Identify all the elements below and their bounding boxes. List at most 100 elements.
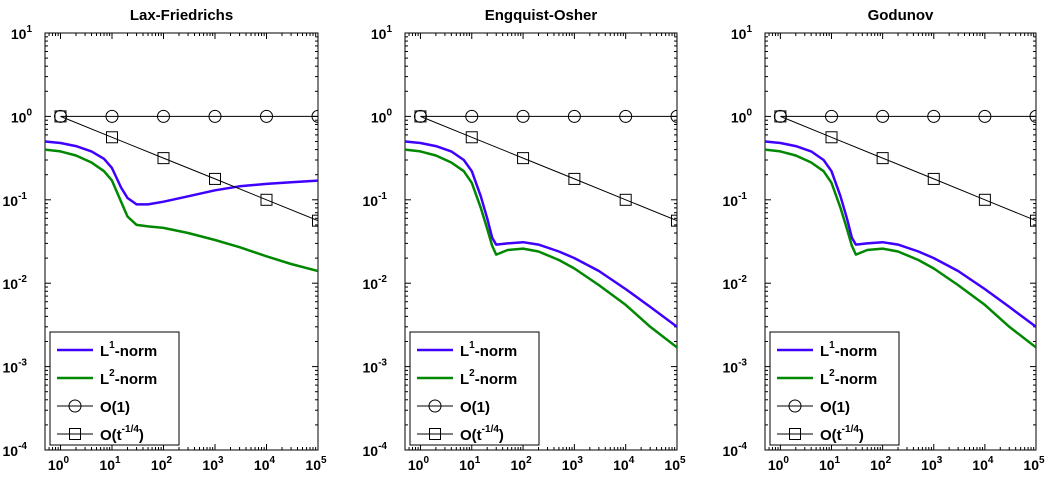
series-l1-norm-line xyxy=(45,140,318,206)
x-tick-label-exponent: 2 xyxy=(886,455,892,466)
plot-area xyxy=(45,109,318,273)
series-o-1-marker xyxy=(978,109,992,123)
y-tick-label-exponent: -3 xyxy=(738,358,747,369)
y-tick-label: 10-3 xyxy=(3,358,28,376)
x-tick-label: 100 xyxy=(408,455,430,473)
y-tick-label-exponent: 1 xyxy=(26,24,32,35)
x-tick-label: 105 xyxy=(1023,455,1045,473)
legend-o-1-label: O(1) xyxy=(100,399,130,416)
legend-l2-norm-label: L2-norm xyxy=(100,368,157,388)
plot-area xyxy=(765,109,1036,349)
legend: L1-norm L2-norm O(1) O(t-1/4) xyxy=(769,331,900,446)
y-tick-label: 10-4 xyxy=(723,441,748,459)
legend-o-1-label: O(1) xyxy=(460,399,490,416)
legend-l2-norm-label-main: L xyxy=(100,371,109,388)
series-o-1-marker xyxy=(157,109,171,123)
x-tick-label-exponent: 4 xyxy=(988,455,994,466)
y-tick-label-base: 10 xyxy=(723,193,739,209)
legend-l1-norm-label: L1-norm xyxy=(100,340,157,360)
x-tick-label: 100 xyxy=(48,455,70,473)
series-o-t-1-4-marker xyxy=(312,214,318,227)
x-tick-label-base: 10 xyxy=(768,457,784,473)
x-tick-label: 105 xyxy=(305,455,327,473)
series-o-1-marker xyxy=(876,109,890,123)
legend-o-t-1-4-label-end: ) xyxy=(139,427,144,444)
series-o-1-marker xyxy=(825,109,839,123)
x-tick-label-exponent: 0 xyxy=(64,455,70,466)
series-o-1-marker xyxy=(619,109,633,123)
legend-l2-norm-label-end: -norm xyxy=(475,371,518,388)
y-tick-label-exponent: -2 xyxy=(378,274,387,285)
y-tick-label-base: 10 xyxy=(723,360,739,376)
series-o-t-1-4-marker xyxy=(414,110,427,123)
series-o-t-1-4-marker xyxy=(106,131,119,144)
legend-l1-norm-label-end: -norm xyxy=(835,343,878,360)
x-tick-label-exponent: 1 xyxy=(115,455,121,466)
y-tick-label-exponent: -3 xyxy=(378,358,387,369)
y-tick-label-base: 10 xyxy=(363,360,379,376)
series-o-t-1-4-marker xyxy=(465,131,478,144)
series-l1-norm-line xyxy=(765,140,1036,328)
series-o-t-1-4-line xyxy=(780,115,1036,222)
y-tick-label-base: 10 xyxy=(731,26,747,42)
legend-o-1-label: O(1) xyxy=(820,399,850,416)
x-tick-label: 104 xyxy=(254,455,276,473)
x-tick-label-base: 10 xyxy=(99,457,115,473)
legend-l2-norm-label: L2-norm xyxy=(820,368,877,388)
series-l2-norm-line xyxy=(405,148,677,349)
legend-o-t-1-4-marker xyxy=(69,428,81,440)
legend-o-t-1-4-label-sup: -1/4 xyxy=(482,424,500,435)
x-tick-label-base: 10 xyxy=(459,457,475,473)
legend-o-t-1-4-label-main: O(t xyxy=(460,427,482,444)
y-tick-label-base: 10 xyxy=(363,276,379,292)
x-tick-label-exponent: 0 xyxy=(423,455,429,466)
x-tick-label: 103 xyxy=(202,455,224,473)
legend-o-1-label-main: O(1) xyxy=(100,399,130,416)
x-tick-label-exponent: 3 xyxy=(577,455,583,466)
legend-o-t-1-4-label-sup: -1/4 xyxy=(842,424,860,435)
series-o-t-1-4-marker xyxy=(1030,214,1036,227)
legend-l1-norm-label-sup: 1 xyxy=(109,340,115,351)
x-tick-label-base: 10 xyxy=(921,457,937,473)
series-o-t-1-4-line xyxy=(60,115,318,222)
legend-l2-norm-label-main: L xyxy=(820,371,829,388)
x-tick-label-base: 10 xyxy=(254,457,270,473)
legend-o-t-1-4-marker xyxy=(429,428,441,440)
x-tick-label-exponent: 0 xyxy=(783,455,789,466)
series-l2-norm-line xyxy=(45,148,318,273)
x-tick-label-exponent: 1 xyxy=(475,455,481,466)
series-o-t-1-4-marker xyxy=(978,193,991,206)
legend-l2-norm-label: L2-norm xyxy=(460,368,517,388)
legend-o-t-1-4-label: O(t-1/4) xyxy=(820,424,864,444)
legend-l1-norm-label: L1-norm xyxy=(460,340,517,360)
x-tick-label-base: 10 xyxy=(819,457,835,473)
x-tick-label-exponent: 5 xyxy=(680,455,686,466)
series-o-t-1-4-marker xyxy=(260,193,273,206)
legend-o-t-1-4-label: O(t-1/4) xyxy=(460,424,504,444)
minor-ticks xyxy=(404,33,677,450)
series-l1-norm-line xyxy=(405,140,677,328)
y-tick-label: 10-2 xyxy=(363,274,388,292)
y-tick-label: 10-2 xyxy=(723,274,748,292)
legend-o-t-1-4-label-end: ) xyxy=(499,427,504,444)
x-tick-label-base: 10 xyxy=(202,457,218,473)
y-tick-label-base: 10 xyxy=(3,276,19,292)
series-o-t-1-4-line xyxy=(420,115,677,222)
x-tick-label: 101 xyxy=(459,455,481,473)
y-tick-label-exponent: -4 xyxy=(378,441,387,452)
x-tick-label-exponent: 3 xyxy=(218,455,224,466)
x-tick-label-base: 10 xyxy=(972,457,988,473)
y-tick-label-exponent: -3 xyxy=(18,358,27,369)
x-tick-label-exponent: 2 xyxy=(526,455,532,466)
series-o-1-marker xyxy=(1029,109,1036,123)
legend-l1-norm-label-end: -norm xyxy=(475,343,518,360)
x-tick-label-exponent: 4 xyxy=(629,455,635,466)
x-tick-label: 100 xyxy=(768,455,790,473)
x-tick-label-exponent: 5 xyxy=(321,455,327,466)
legend-o-1-label-main: O(1) xyxy=(820,399,850,416)
legend-l1-norm-label: L1-norm xyxy=(820,340,877,360)
